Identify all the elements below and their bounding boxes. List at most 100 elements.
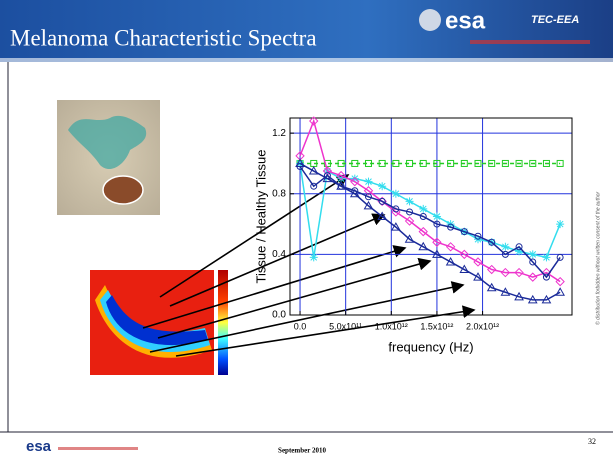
marker [445,242,456,252]
marker [419,213,427,220]
marker [363,186,374,196]
marker [392,159,400,167]
logo-stripe [470,40,590,44]
marker [391,222,401,231]
marker [486,282,497,292]
footer-date: September 2010 [278,447,326,455]
marker [309,116,319,126]
marker [295,158,305,167]
arrow [142,245,407,329]
marker [515,159,523,167]
marker [445,256,456,266]
marker [336,170,346,181]
marker [514,267,524,278]
marker [432,212,441,221]
marker [501,250,509,258]
marker [378,182,387,191]
marker [542,273,550,281]
y-tick-label: 1.2 [272,128,286,139]
stain [68,115,147,170]
marker [404,234,415,243]
marker [460,159,468,167]
marker [529,159,537,167]
marker [474,159,482,167]
marker [514,291,524,301]
plot-frame [289,117,573,316]
marker [364,159,372,167]
x-tick-label: 1.5x10¹² [420,321,453,331]
plot: 0.0 0.4 0.8 1.2 0.0 5.0x10¹¹ 1.0x10¹² 1.5x10¹² 2… [253,116,573,354]
marker [349,188,360,198]
marker [378,159,386,167]
marker [419,204,428,213]
marker [433,159,441,167]
series-line [299,118,561,283]
marker [391,189,400,198]
marker [363,200,374,210]
marker [406,208,414,216]
marker [351,159,359,167]
marker [527,294,538,304]
marker [310,182,318,190]
marker [364,193,372,201]
colorbar [218,270,228,375]
footer-stripe [58,447,138,450]
marker [473,272,483,281]
marker [528,250,537,259]
marker [501,159,509,167]
marker [432,237,442,247]
lesion [102,175,144,205]
marker [556,220,565,229]
header-bar [0,0,613,62]
marker [515,247,524,256]
marker [542,253,551,262]
marker [556,159,564,167]
marker [392,205,400,213]
marker [555,276,565,287]
marker [555,287,565,296]
arrow [157,257,432,339]
heatmap-band-core [106,295,208,346]
marker [406,159,414,167]
marker [447,159,455,167]
arrow [159,174,350,298]
marker [528,272,538,282]
arrow [169,213,386,307]
x-axis-label: frequency (Hz) [388,339,473,354]
x-tick-label: 1.0x10¹² [375,321,408,331]
marker [419,159,427,167]
marker [364,177,373,186]
marker [473,257,483,267]
marker [433,220,441,228]
marker [447,223,455,231]
marker [501,242,510,251]
marker [488,159,496,167]
arrow [149,281,465,353]
marker [474,232,482,240]
y-tick-label: 0.4 [272,249,286,260]
page-number: 32 [588,437,596,446]
marker [418,241,429,251]
marker [541,294,552,304]
marker [459,249,470,260]
marker [486,264,497,275]
marker [500,287,511,296]
logo-globe [419,9,441,31]
y-axis-label: Tissue / Healthy Tissue [253,150,268,284]
marker [350,176,360,187]
logo: esa [445,7,486,34]
marker [308,166,319,175]
marker [418,226,428,237]
marker [337,159,345,167]
arrow [175,305,476,357]
marker [378,197,386,205]
y-tick-label: 0.8 [272,188,286,199]
y-tick-label: 0.0 [272,310,286,321]
marker [515,243,523,251]
marker [404,216,415,226]
copyright: © distribution forbidden without written… [594,191,601,325]
marker [432,249,442,258]
marker [556,253,564,261]
marker [336,181,346,190]
